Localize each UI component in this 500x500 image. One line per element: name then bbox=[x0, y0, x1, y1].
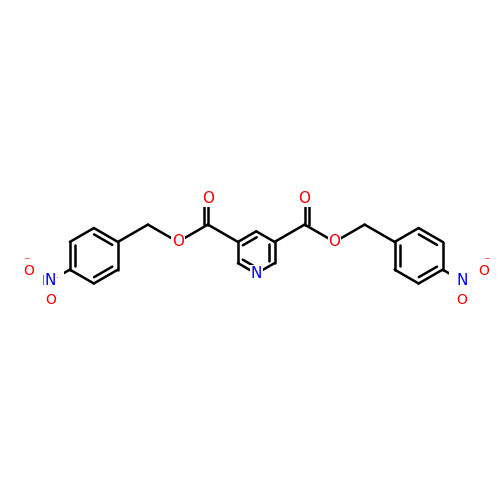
Text: O: O bbox=[45, 293, 56, 307]
Text: O: O bbox=[23, 264, 34, 278]
Text: O: O bbox=[202, 191, 214, 206]
Text: N: N bbox=[250, 266, 262, 281]
Text: ⁻: ⁻ bbox=[483, 256, 490, 268]
Text: O: O bbox=[172, 234, 184, 250]
Text: O: O bbox=[328, 234, 340, 250]
Text: O: O bbox=[298, 191, 310, 206]
Text: O: O bbox=[478, 264, 490, 278]
Text: N: N bbox=[44, 274, 56, 288]
Text: N⁺: N⁺ bbox=[42, 274, 59, 288]
Text: N: N bbox=[456, 274, 468, 288]
Text: ⁻: ⁻ bbox=[23, 256, 30, 268]
Text: O: O bbox=[456, 293, 468, 307]
